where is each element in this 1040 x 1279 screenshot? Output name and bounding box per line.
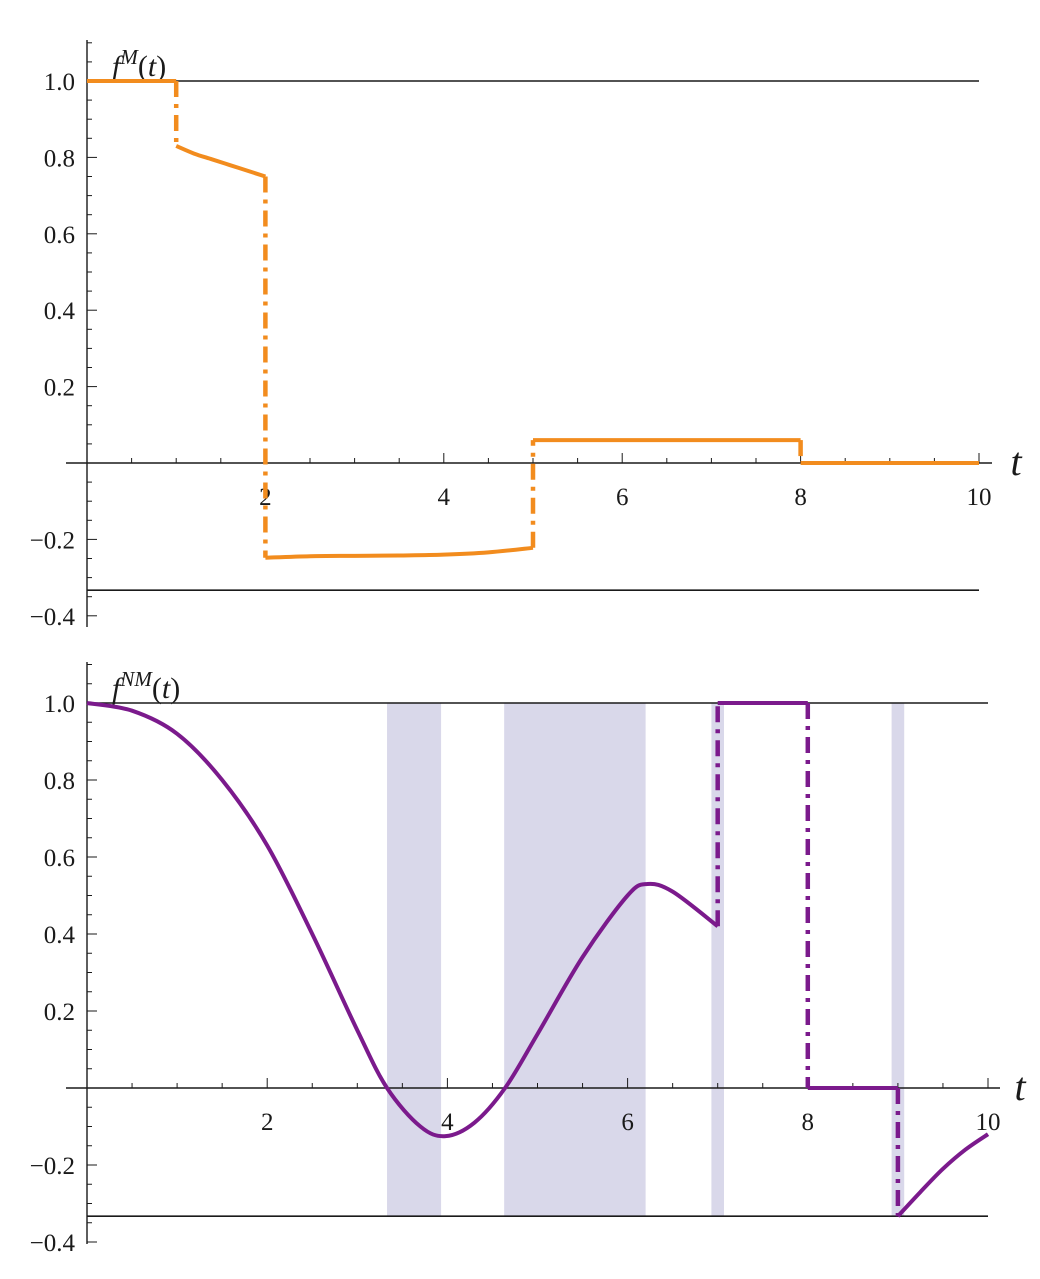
shaded-region-3 (891, 703, 905, 1217)
x-tick-label: 4 (438, 484, 451, 511)
y-tick-label: 0.8 (44, 768, 75, 795)
y-tick-label: 0.2 (44, 999, 75, 1026)
series-line-1 (175, 144, 267, 179)
x-axis-label: t (1010, 439, 1022, 484)
series-line-3 (896, 1132, 990, 1218)
panel-fnm: −0.4 −0.2 0.2 0.4 0.6 0.8 1.0 2 4 6 8 10 t fNM(t) (30, 662, 1026, 1257)
x-tick-label: 8 (794, 484, 807, 511)
y-tick-label: −0.4 (30, 604, 76, 631)
y-tick-label: 0.4 (44, 298, 76, 325)
series-line-0 (86, 701, 719, 1139)
x-tick-label: 8 (802, 1109, 815, 1136)
y-axis-label: fM(t) (112, 45, 166, 83)
y-tick-label: 0.8 (44, 145, 75, 172)
x-tick-label: 10 (976, 1109, 1001, 1136)
panel-fm: −0.4−0.20.20.40.60.81.0246810tfM(t) (30, 40, 1022, 631)
x-axis-label: t (1014, 1064, 1026, 1109)
y-tick-label: 0.6 (44, 222, 75, 249)
y-tick-label: −0.2 (30, 527, 75, 554)
y-axis-label: fNM(t) (112, 667, 180, 705)
x-tick-label: 10 (967, 484, 992, 511)
y-tick-label: 1.0 (44, 691, 75, 718)
y-tick-label: −0.2 (30, 1153, 75, 1180)
y-tick-label: 1.0 (44, 69, 75, 96)
x-tick-label: 6 (621, 1109, 634, 1136)
y-tick-label: 0.2 (44, 375, 75, 402)
series-line-2 (265, 545, 534, 560)
y-tick-label: −0.4 (30, 1230, 76, 1257)
y-tick-label: 0.6 (44, 845, 75, 872)
x-tick-label: 6 (616, 484, 629, 511)
y-tick-label: 0.4 (44, 922, 76, 949)
shaded-region-0 (387, 703, 442, 1217)
shaded-region-1 (504, 703, 646, 1217)
x-tick-label: 2 (261, 1109, 274, 1136)
x-tick-label: 4 (441, 1109, 454, 1136)
